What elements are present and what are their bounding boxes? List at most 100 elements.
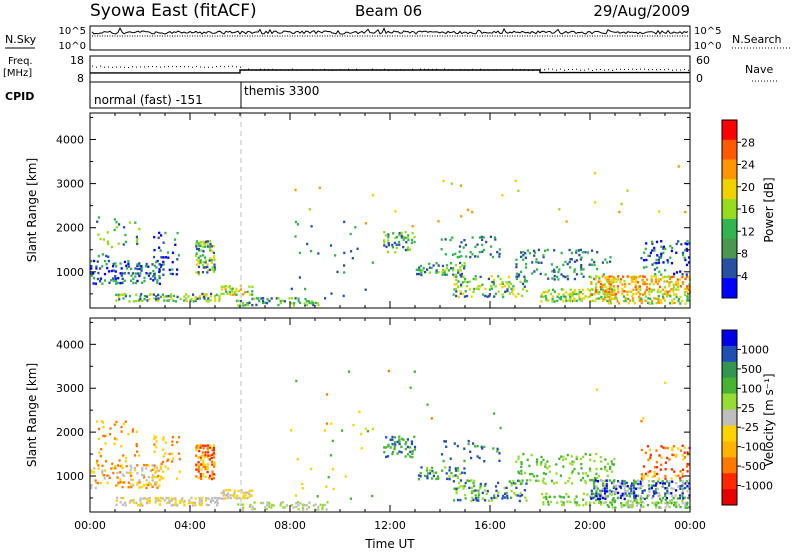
data-cell [660, 301, 663, 305]
data-cell [364, 427, 367, 430]
data-cell [125, 267, 128, 270]
data-cell [285, 504, 288, 507]
data-cell [657, 258, 660, 262]
data-cell [94, 282, 97, 285]
data-cell [203, 245, 207, 248]
data-cell [647, 297, 650, 300]
data-cell [479, 285, 482, 288]
data-cell [209, 243, 212, 246]
data-cell [437, 477, 440, 480]
data-cell [159, 465, 162, 468]
data-cell [643, 281, 646, 284]
data-cell [280, 501, 283, 505]
data-cell [225, 290, 228, 293]
data-cell [537, 248, 540, 252]
data-cell [115, 503, 118, 507]
data-cell [123, 279, 126, 282]
data-cell [635, 494, 638, 497]
data-cell [209, 499, 213, 502]
data-cell [639, 485, 642, 488]
data-cell [567, 293, 570, 296]
data-cell [604, 293, 607, 296]
data-cell [575, 249, 578, 252]
data-cell [211, 266, 214, 269]
data-cell [664, 381, 667, 385]
data-cell [99, 481, 102, 485]
data-cell [183, 299, 186, 302]
data-cell [643, 497, 646, 501]
data-cell [262, 301, 265, 305]
data-cell [330, 292, 333, 295]
data-cell [514, 482, 517, 485]
data-cell [501, 281, 504, 284]
data-cell [203, 297, 206, 300]
data-cell [533, 270, 536, 273]
data-cell [623, 290, 626, 293]
data-cell [463, 459, 466, 463]
data-cell [459, 273, 462, 277]
data-cell [468, 486, 471, 490]
data-cell [650, 280, 653, 283]
data-cell [364, 288, 367, 291]
data-cell [586, 251, 590, 254]
data-cell [651, 496, 654, 500]
data-cell [210, 456, 213, 460]
data-cell [510, 496, 513, 499]
data-cell [164, 452, 167, 455]
data-cell [552, 288, 555, 291]
data-cell [653, 261, 656, 265]
data-cell [595, 297, 598, 300]
data-cell [575, 299, 578, 303]
data-cell [604, 258, 607, 261]
data-cell [168, 499, 171, 502]
data-cell [143, 276, 146, 280]
data-cell [132, 300, 136, 303]
data-cell [114, 262, 117, 265]
data-cell [496, 250, 499, 254]
data-cell [525, 289, 529, 293]
data-cell [619, 486, 623, 490]
data-cell [642, 417, 645, 420]
data-cell [575, 501, 579, 504]
data-cell [292, 304, 295, 307]
data-cell [664, 269, 667, 272]
colorbar-tick-label: 4 [741, 270, 748, 283]
data-cell [627, 505, 630, 509]
data-cell [612, 486, 615, 490]
data-cell [529, 478, 532, 482]
data-cell [536, 458, 539, 461]
data-cell [179, 499, 182, 503]
data-cell [639, 480, 642, 483]
data-cell [129, 469, 132, 472]
data-cell [647, 458, 650, 461]
data-cell [419, 264, 423, 268]
data-cell [479, 487, 482, 490]
data-cell [135, 444, 138, 448]
data-cell [206, 271, 209, 274]
data-cell [229, 497, 232, 500]
y-tick-label: 1000 [56, 266, 84, 279]
data-cell [213, 255, 216, 258]
data-cell [304, 297, 307, 301]
data-cell [544, 294, 547, 298]
data-cell [198, 501, 201, 504]
colorbar-swatch [722, 409, 737, 426]
data-cell [119, 465, 122, 468]
data-cell [653, 503, 656, 506]
colorbar-tick-label: 16 [741, 203, 755, 216]
data-cell [670, 477, 673, 480]
data-cell [97, 427, 101, 431]
data-cell [260, 297, 263, 300]
colorbar-swatch [722, 377, 737, 394]
data-cell [655, 240, 659, 244]
data-cell [195, 463, 198, 466]
data-cell [672, 275, 675, 278]
data-cell [508, 285, 511, 288]
data-cell [128, 501, 131, 504]
data-cell [194, 298, 197, 301]
data-cell [96, 277, 99, 281]
y-tick-label: 3000 [56, 382, 84, 395]
data-cell [172, 294, 175, 298]
data-cell [666, 290, 669, 294]
data-cell [675, 455, 678, 459]
